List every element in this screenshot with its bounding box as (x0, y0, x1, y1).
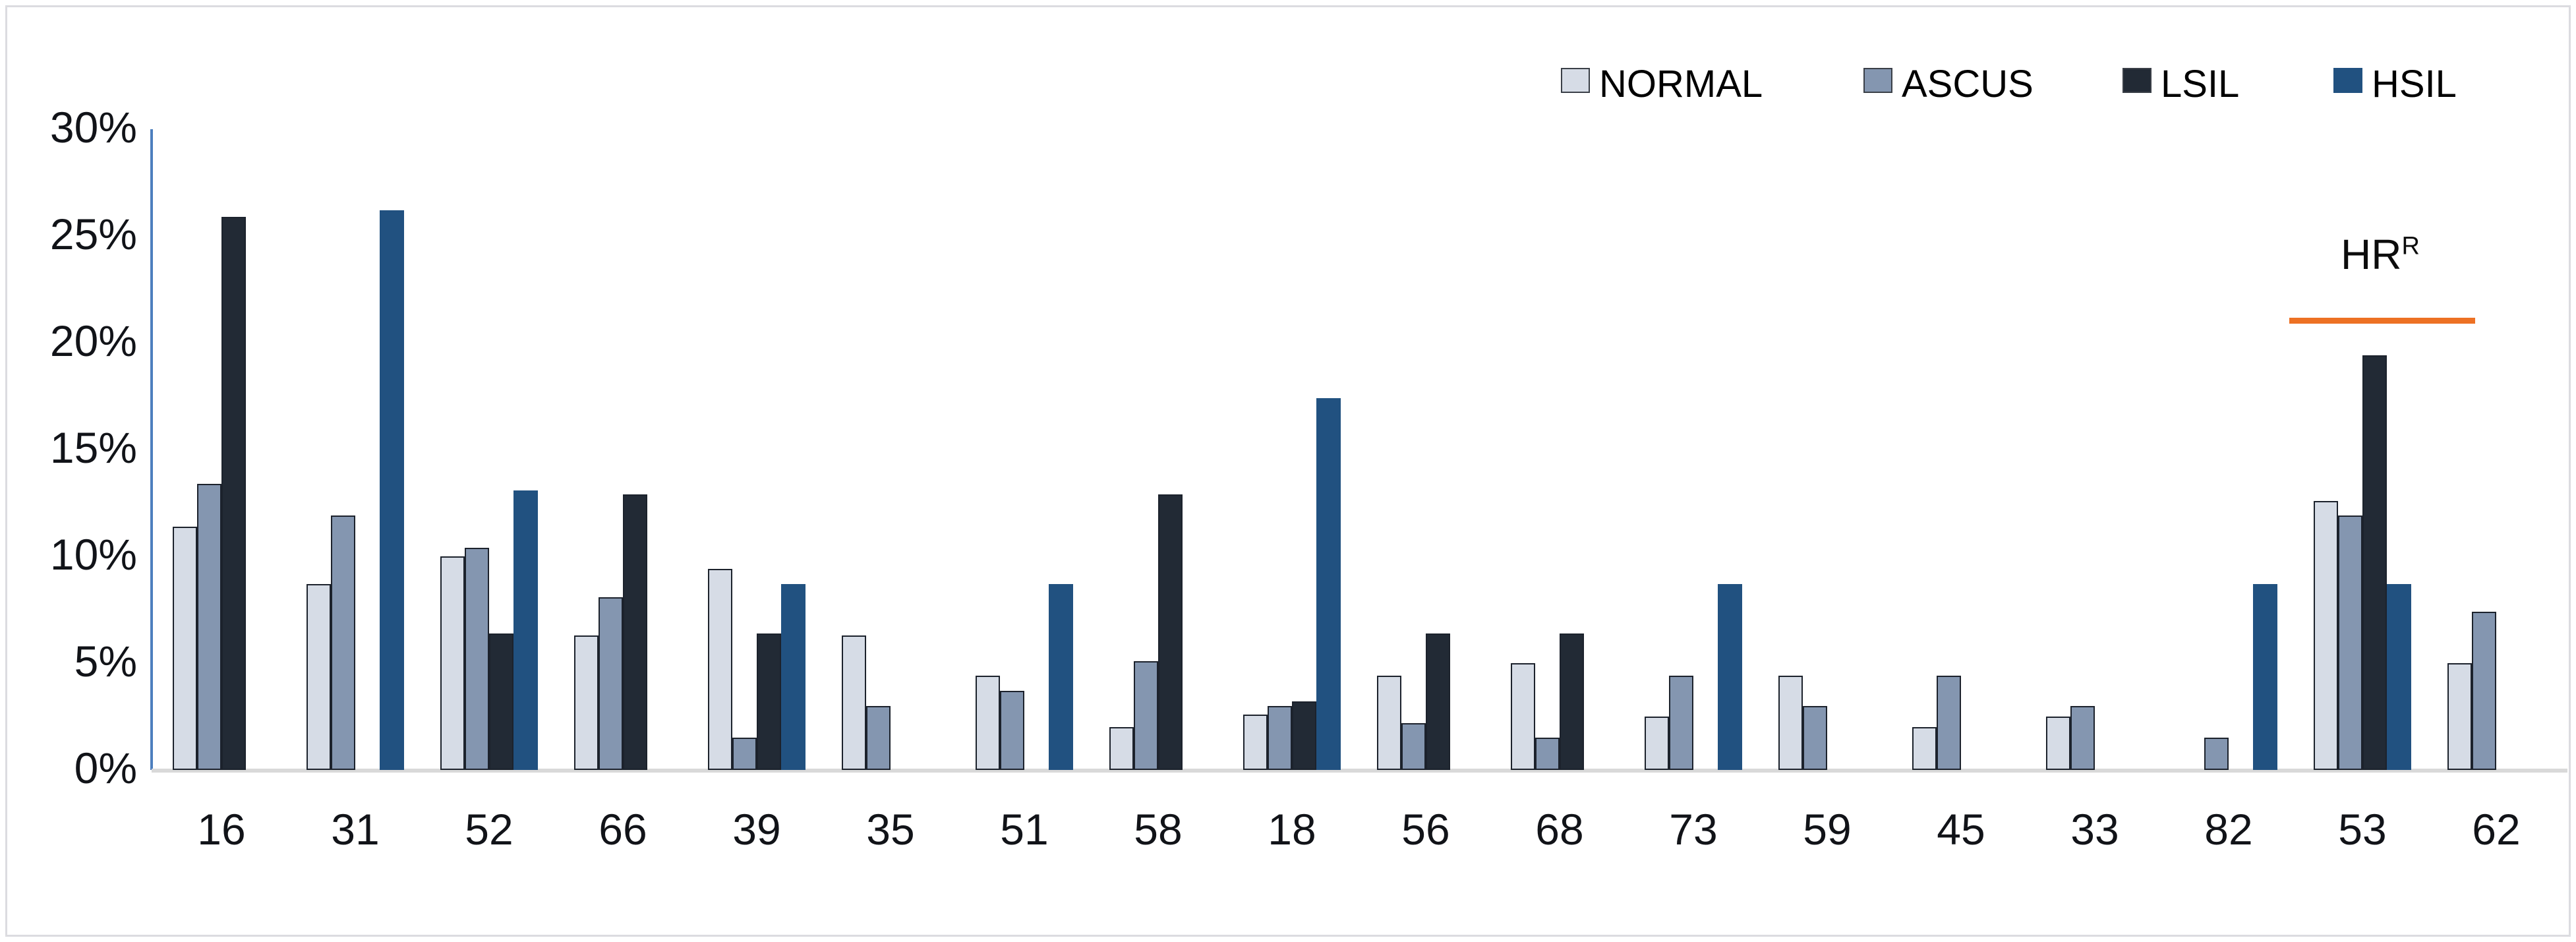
bar-ascus-31 (331, 515, 355, 770)
bar-ascus-58 (1134, 661, 1158, 770)
x-category-label: 33 (2070, 805, 2119, 854)
bar-normal-62 (2447, 663, 2472, 770)
y-tick-label: 30% (49, 102, 137, 152)
bar-lsil-56 (1426, 633, 1450, 770)
hr-annotation: HRR (2248, 230, 2512, 279)
x-category-label: 56 (1401, 805, 1450, 854)
bar-hsil-39 (781, 584, 805, 770)
x-category-label: 53 (2338, 805, 2387, 854)
x-category-label: 68 (1535, 805, 1584, 854)
bar-hsil-52 (513, 490, 538, 770)
bar-lsil-52 (489, 633, 513, 770)
bar-ascus-73 (1669, 676, 1693, 770)
bar-ascus-59 (1803, 705, 1827, 770)
bar-hsil-73 (1718, 584, 1742, 770)
y-tick-label: 10% (49, 529, 137, 579)
x-category-label: 35 (866, 805, 915, 854)
bar-lsil-18 (1292, 701, 1316, 770)
bar-normal-45 (1912, 727, 1937, 770)
bar-ascus-18 (1268, 705, 1292, 770)
bar-normal-39 (708, 569, 732, 770)
legend-label: ASCUS (1902, 63, 2034, 105)
bar-ascus-39 (732, 738, 757, 770)
bar-ascus-51 (1000, 691, 1024, 770)
legend-label: LSIL (2161, 63, 2240, 105)
bar-ascus-53 (2338, 515, 2362, 770)
bar-normal-52 (440, 556, 465, 770)
bar-normal-68 (1511, 663, 1535, 770)
x-category-label: 82 (2204, 805, 2253, 854)
y-tick-label: 25% (49, 209, 137, 258)
bar-hsil-18 (1316, 398, 1341, 770)
bar-hsil-82 (2253, 584, 2277, 770)
hr-annotation-superscript: R (2401, 232, 2420, 260)
bar-ascus-35 (866, 705, 891, 770)
bar-normal-18 (1243, 714, 1268, 770)
y-tick-label: 15% (49, 423, 137, 472)
bar-ascus-68 (1535, 738, 1560, 770)
bar-normal-59 (1778, 676, 1803, 770)
bar-ascus-56 (1401, 722, 1426, 770)
bar-normal-58 (1109, 727, 1134, 770)
bar-lsil-16 (221, 216, 246, 770)
bar-normal-16 (173, 526, 197, 770)
bar-normal-53 (2314, 500, 2338, 770)
bar-normal-73 (1645, 717, 1669, 770)
x-category-label: 45 (1937, 805, 1985, 854)
x-category-label: 18 (1268, 805, 1316, 854)
bar-lsil-39 (757, 633, 781, 770)
hr-annotation-text: HR (2341, 231, 2402, 278)
legend-label: HSIL (2372, 63, 2457, 105)
x-category-label: 39 (732, 805, 781, 854)
bar-ascus-45 (1937, 676, 1961, 770)
plot-area: 0% 5% 10% 15% 20% 25% 30% 16 31 52 66 39 35 51 58 18 56 6… (7, 7, 2569, 935)
x-category-label: 51 (1000, 805, 1049, 854)
bar-normal-56 (1377, 676, 1401, 770)
y-axis-line (150, 129, 153, 770)
bar-lsil-68 (1560, 633, 1584, 770)
legend-swatch-icon (1561, 68, 1590, 93)
bar-normal-66 (574, 635, 599, 770)
x-category-label: 73 (1669, 805, 1718, 854)
legend-swatch-icon (2333, 68, 2362, 93)
bar-lsil-66 (623, 494, 647, 770)
bar-ascus-16 (197, 483, 221, 770)
bar-ascus-82 (2204, 738, 2229, 770)
x-category-label: 58 (1134, 805, 1183, 854)
x-category-label: 52 (465, 805, 513, 854)
x-category-label: 59 (1803, 805, 1852, 854)
bar-normal-31 (307, 584, 331, 770)
legend-swatch-icon (1863, 68, 1892, 93)
bar-hsil-31 (380, 210, 404, 770)
legend-label: NORMAL (1599, 63, 1763, 105)
legend: NORMAL ASCUS LSIL HSIL (7, 7, 2569, 935)
y-tick-label: 20% (49, 316, 137, 365)
legend-swatch-icon (2122, 68, 2152, 93)
bar-normal-35 (842, 635, 866, 770)
hr-annotation-underline-line (2289, 318, 2475, 324)
y-tick-label: 0% (74, 743, 137, 792)
x-axis-line (152, 769, 2567, 773)
x-category-label: 31 (331, 805, 380, 854)
bar-lsil-58 (1158, 494, 1183, 770)
bar-normal-51 (976, 676, 1000, 770)
bar-ascus-62 (2472, 612, 2496, 770)
x-category-label: 16 (197, 805, 246, 854)
bar-ascus-52 (465, 548, 489, 770)
y-tick-label: 5% (74, 636, 137, 686)
chart-canvas: 0% 5% 10% 15% 20% 25% 30% 16 31 52 66 39 35 51 58 18 56 6… (5, 5, 2571, 937)
bar-ascus-33 (2070, 705, 2095, 770)
bar-lsil-53 (2362, 355, 2387, 770)
bar-hsil-51 (1049, 584, 1073, 770)
bar-hsil-53 (2387, 584, 2411, 770)
bar-normal-33 (2046, 717, 2070, 770)
x-category-label: 66 (599, 805, 647, 854)
bar-ascus-66 (599, 597, 623, 770)
x-category-label: 62 (2472, 805, 2521, 854)
